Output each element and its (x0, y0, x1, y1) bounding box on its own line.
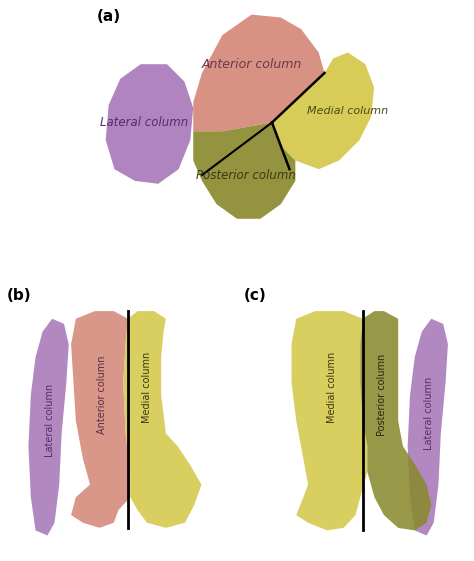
Polygon shape (272, 53, 374, 169)
Text: Lateral column: Lateral column (100, 116, 188, 129)
Text: (b): (b) (7, 288, 32, 303)
Text: (a): (a) (97, 9, 121, 24)
Polygon shape (360, 311, 431, 530)
Text: Medial column: Medial column (142, 352, 152, 423)
Text: (c): (c) (244, 288, 267, 303)
Polygon shape (123, 311, 201, 528)
Text: Anterior column: Anterior column (97, 356, 107, 435)
Text: Posterior column: Posterior column (376, 354, 387, 436)
Text: Lateral column: Lateral column (45, 384, 55, 457)
Text: Medial column: Medial column (327, 352, 337, 423)
Polygon shape (106, 64, 193, 184)
Polygon shape (28, 319, 69, 536)
Text: Posterior column: Posterior column (196, 168, 296, 182)
Text: Lateral column: Lateral column (424, 376, 434, 450)
Text: Medial column: Medial column (307, 106, 388, 116)
Polygon shape (193, 15, 325, 131)
Polygon shape (71, 311, 130, 528)
Text: Anterior column: Anterior column (201, 58, 302, 71)
Polygon shape (408, 319, 448, 536)
Polygon shape (193, 122, 295, 219)
Polygon shape (292, 311, 367, 530)
